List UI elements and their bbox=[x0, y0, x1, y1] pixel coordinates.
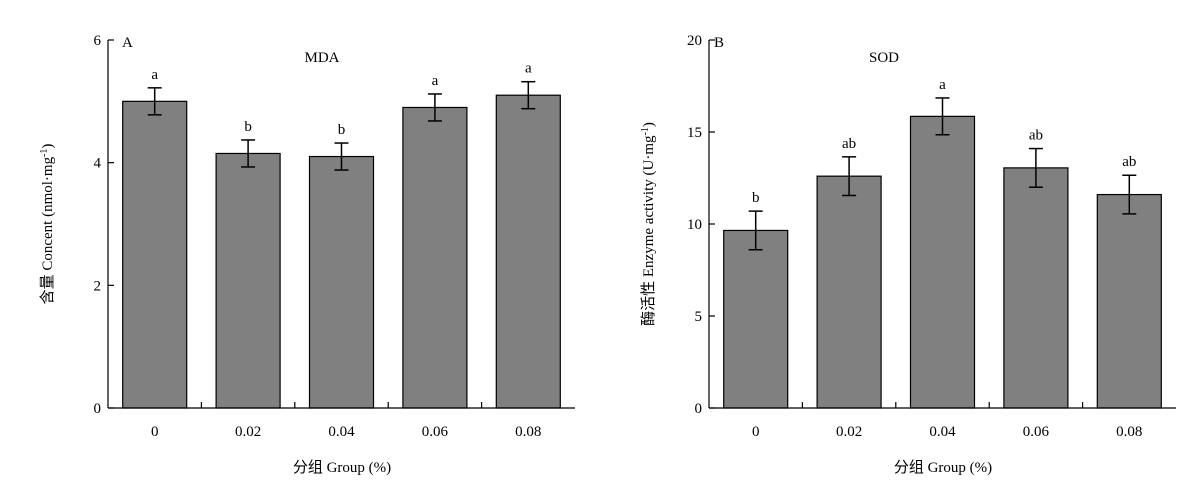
significance-label: a bbox=[151, 67, 158, 83]
x-tick-label: 0.08 bbox=[1116, 424, 1142, 440]
panel-b-sod-chart: B SOD 分组 Group (%) 酶活性 Enzyme activity (… bbox=[640, 33, 1176, 476]
x-tick-label: 0.08 bbox=[515, 424, 541, 440]
y-tick-label: 5 bbox=[695, 309, 703, 325]
x-tick-label: 0 bbox=[151, 424, 159, 440]
significance-label: ab bbox=[842, 136, 856, 152]
y-tick-label: 15 bbox=[687, 125, 702, 141]
bar bbox=[1003, 167, 1069, 409]
significance-label: ab bbox=[1029, 128, 1043, 144]
bar bbox=[402, 106, 468, 409]
x-tick-label: 0.04 bbox=[328, 424, 355, 440]
y-tick-label: 6 bbox=[94, 33, 102, 49]
x-tick-label: 0.06 bbox=[1023, 424, 1050, 440]
y-tick-label: 20 bbox=[687, 33, 702, 49]
chart-title: MDA bbox=[304, 50, 339, 66]
y-axis-title-close: ) bbox=[641, 122, 657, 127]
bar bbox=[723, 229, 789, 409]
x-tick-label: 0.06 bbox=[422, 424, 449, 440]
panel-letter: B bbox=[714, 35, 724, 51]
y-axis-title-superscript: -1 bbox=[640, 127, 651, 135]
bar bbox=[495, 94, 561, 409]
bar bbox=[909, 115, 976, 409]
y-tick-label: 10 bbox=[687, 217, 702, 233]
y-tick-label: 4 bbox=[94, 156, 102, 172]
significance-label: ab bbox=[1122, 154, 1136, 170]
y-axis-title: 含量 Concent (nmol·mg-1) bbox=[39, 144, 57, 305]
x-tick-label: 0.02 bbox=[235, 424, 261, 440]
x-tick-label: 0.04 bbox=[929, 424, 956, 440]
y-axis-title-main: 含量 Concent (nmol·mg bbox=[39, 156, 56, 304]
bar bbox=[1096, 193, 1162, 409]
y-axis-title-close: ) bbox=[40, 144, 56, 149]
y-tick-label: 2 bbox=[94, 278, 102, 294]
bar bbox=[122, 100, 188, 409]
chart-title: SOD bbox=[869, 50, 899, 66]
bar bbox=[215, 152, 281, 409]
y-axis-title-superscript: -1 bbox=[39, 149, 50, 157]
x-axis-title: 分组 Group (%) bbox=[894, 459, 992, 476]
panel-a-mda-chart: A MDA 分组 Group (%) 含量 Concent (nmol·mg-1… bbox=[39, 33, 575, 476]
x-tick-label: 0 bbox=[752, 424, 760, 440]
y-axis-title-main: 酶活性 Enzyme activity (U·mg bbox=[640, 135, 657, 326]
x-axis-title: 分组 Group (%) bbox=[293, 459, 391, 476]
y-axis-title: 酶活性 Enzyme activity (U·mg-1) bbox=[640, 122, 658, 326]
bar bbox=[308, 155, 375, 409]
significance-label: b bbox=[244, 119, 252, 135]
y-tick-label: 0 bbox=[94, 401, 102, 417]
significance-label: b bbox=[338, 122, 346, 138]
significance-label: b bbox=[752, 190, 760, 206]
panel-letter: A bbox=[122, 35, 133, 51]
x-tick-label: 0.02 bbox=[836, 424, 862, 440]
y-tick-label: 0 bbox=[695, 401, 703, 417]
bar bbox=[816, 175, 882, 409]
significance-label: a bbox=[939, 77, 946, 93]
significance-label: a bbox=[525, 61, 532, 77]
significance-label: a bbox=[432, 73, 439, 89]
